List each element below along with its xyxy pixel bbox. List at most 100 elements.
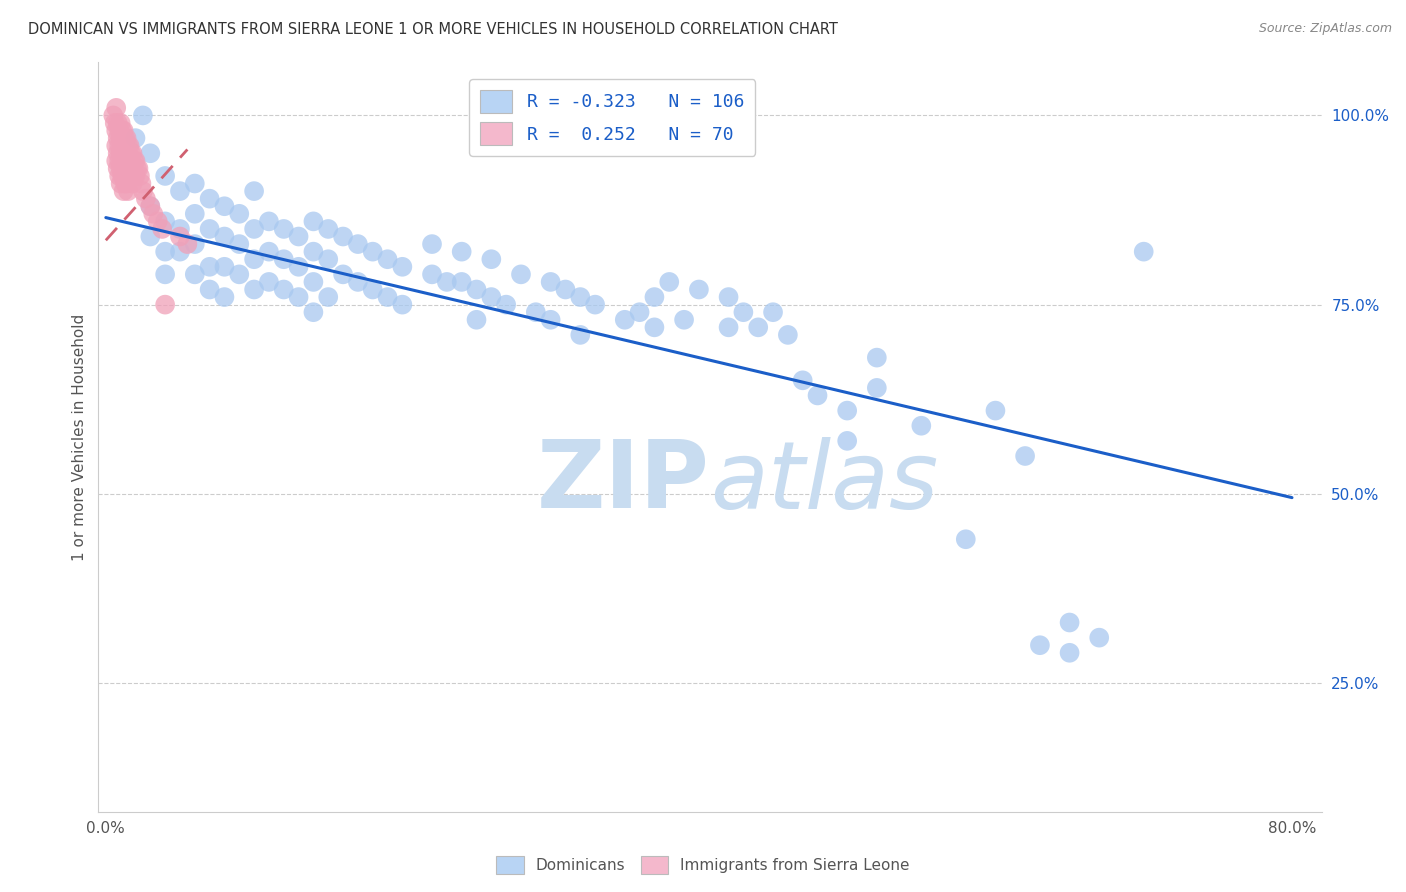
Point <box>377 252 399 267</box>
Point <box>169 229 191 244</box>
Point <box>955 533 977 547</box>
Point <box>117 153 139 168</box>
Point <box>142 207 165 221</box>
Point <box>105 153 128 168</box>
Point <box>332 229 354 244</box>
Point <box>540 275 562 289</box>
Point <box>107 116 129 130</box>
Point <box>108 138 131 153</box>
Point <box>198 222 221 236</box>
Point <box>115 146 138 161</box>
Point <box>465 283 488 297</box>
Point <box>118 138 141 153</box>
Point <box>776 327 799 342</box>
Point <box>717 320 740 334</box>
Point <box>108 169 131 183</box>
Point <box>420 237 443 252</box>
Point <box>111 153 134 168</box>
Point <box>112 138 135 153</box>
Point <box>287 229 309 244</box>
Point <box>105 101 128 115</box>
Point <box>184 177 207 191</box>
Point <box>717 290 740 304</box>
Point <box>110 116 132 130</box>
Point <box>302 244 325 259</box>
Point <box>115 177 138 191</box>
Point <box>228 237 250 252</box>
Point <box>120 161 142 176</box>
Point <box>124 153 146 168</box>
Point <box>146 214 169 228</box>
Point <box>153 268 176 282</box>
Point <box>104 116 127 130</box>
Point <box>121 177 143 191</box>
Point <box>139 199 162 213</box>
Point <box>108 153 131 168</box>
Point <box>117 138 139 153</box>
Point <box>121 146 143 161</box>
Point <box>554 283 576 297</box>
Point <box>316 290 339 304</box>
Point <box>131 177 153 191</box>
Point <box>302 275 325 289</box>
Point <box>479 290 502 304</box>
Point <box>733 305 755 319</box>
Text: atlas: atlas <box>710 436 938 527</box>
Point <box>361 283 384 297</box>
Point <box>111 169 134 183</box>
Legend: R = -0.323   N = 106, R =  0.252   N = 70: R = -0.323 N = 106, R = 0.252 N = 70 <box>470 79 755 156</box>
Point <box>139 229 162 244</box>
Point <box>628 305 651 319</box>
Point <box>198 283 221 297</box>
Point <box>169 244 191 259</box>
Point <box>114 161 136 176</box>
Point <box>110 177 132 191</box>
Point <box>114 131 136 145</box>
Point <box>153 169 176 183</box>
Point <box>984 403 1007 417</box>
Point <box>198 260 221 274</box>
Point <box>688 283 710 297</box>
Point <box>103 108 125 122</box>
Point <box>1088 631 1111 645</box>
Point <box>866 351 889 365</box>
Point <box>243 184 266 198</box>
Point <box>153 214 176 228</box>
Point <box>524 305 547 319</box>
Point <box>391 260 413 274</box>
Point <box>115 161 138 176</box>
Point <box>184 268 207 282</box>
Point <box>540 312 562 326</box>
Point <box>316 252 339 267</box>
Point <box>1029 638 1052 652</box>
Text: ZIP: ZIP <box>537 436 710 528</box>
Point <box>450 244 472 259</box>
Point <box>108 123 131 137</box>
Point <box>107 131 129 145</box>
Point <box>114 177 136 191</box>
Point <box>105 123 128 137</box>
Point <box>243 252 266 267</box>
Y-axis label: 1 or more Vehicles in Household: 1 or more Vehicles in Household <box>72 313 87 561</box>
Point <box>569 327 592 342</box>
Point <box>228 207 250 221</box>
Point <box>747 320 769 334</box>
Text: Source: ZipAtlas.com: Source: ZipAtlas.com <box>1258 22 1392 36</box>
Point <box>316 222 339 236</box>
Point <box>866 381 889 395</box>
Point <box>139 199 162 213</box>
Point <box>391 298 413 312</box>
Point <box>117 169 139 183</box>
Point <box>112 123 135 137</box>
Point <box>257 244 280 259</box>
Point <box>583 298 606 312</box>
Point <box>117 184 139 198</box>
Point <box>302 214 325 228</box>
Point <box>479 252 502 267</box>
Point <box>302 305 325 319</box>
Point <box>228 268 250 282</box>
Point <box>436 275 458 289</box>
Point <box>792 373 814 387</box>
Point <box>569 290 592 304</box>
Legend: Dominicans, Immigrants from Sierra Leone: Dominicans, Immigrants from Sierra Leone <box>489 850 917 880</box>
